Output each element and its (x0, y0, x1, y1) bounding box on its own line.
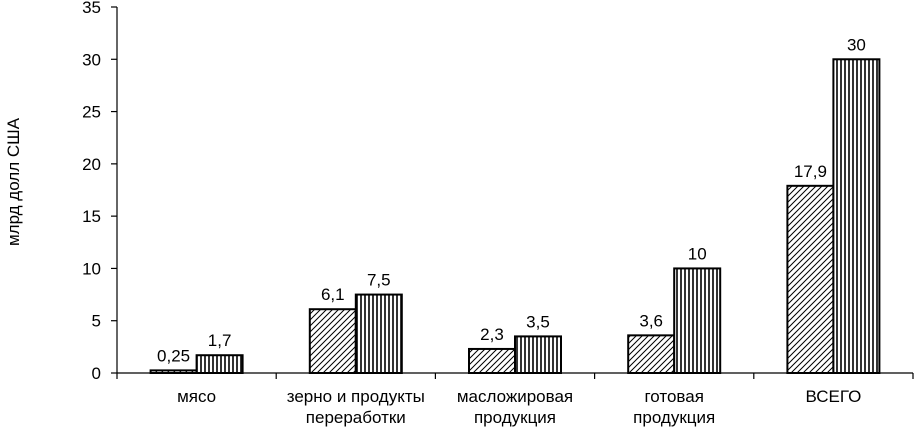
bar-series-2 (673, 267, 722, 374)
bar-series-1 (468, 347, 516, 375)
y-tick-label: 20 (82, 155, 101, 174)
bar-value-label: 0,25 (157, 346, 190, 365)
bar-series-2 (832, 58, 881, 375)
bar-value-label: 3,5 (526, 312, 550, 331)
bar-series-1 (308, 308, 357, 374)
x-category-label: масложировая продукция (457, 387, 573, 427)
x-category-label: мясо (177, 387, 216, 406)
y-tick-label: 25 (82, 103, 101, 122)
y-axis-title: млрд долл США (4, 117, 23, 246)
bar-value-label: 2,3 (480, 325, 504, 344)
bar-value-label: 7,5 (367, 271, 391, 290)
bar-value-label: 10 (688, 244, 707, 263)
y-tick-label: 35 (82, 0, 101, 17)
y-tick-label: 10 (82, 259, 101, 278)
bar-value-label: 1,7 (208, 331, 232, 350)
bar-series-1 (627, 334, 676, 374)
x-category-label: зерно и продукты переработки (287, 387, 425, 427)
y-tick-label: 30 (82, 50, 101, 69)
bar-series-1 (149, 369, 198, 374)
bar-value-label: 30 (847, 35, 866, 54)
x-category-label: ВСЕГО (805, 387, 861, 406)
bar-series-2 (354, 293, 403, 375)
y-tick-label: 15 (82, 207, 101, 226)
bar-value-label: 3,6 (639, 311, 663, 330)
y-tick-label: 5 (92, 312, 101, 331)
y-tick-label: 0 (92, 364, 101, 383)
bar-value-label: 6,1 (321, 285, 345, 304)
bar-series-2 (514, 335, 562, 374)
bar-value-label: 17,9 (794, 162, 827, 181)
x-category-label: готовая продукция (633, 387, 715, 427)
bar-series-2 (195, 354, 244, 375)
bar-series-1 (786, 184, 835, 374)
